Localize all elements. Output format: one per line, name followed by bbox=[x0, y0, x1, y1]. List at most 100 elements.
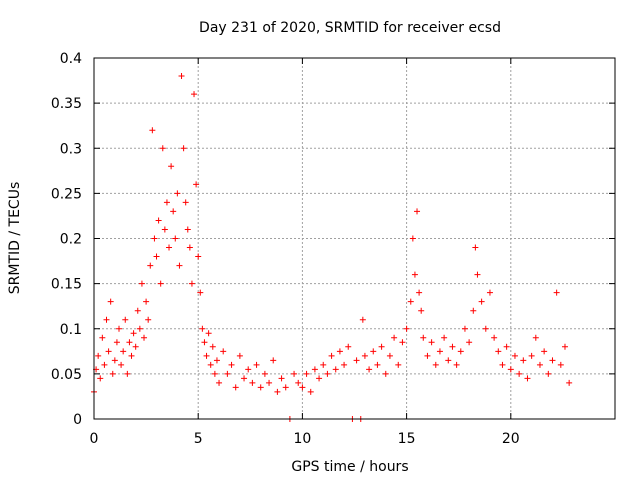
data-point bbox=[126, 339, 133, 346]
data-point bbox=[370, 348, 377, 355]
data-point bbox=[391, 334, 398, 341]
data-point bbox=[428, 339, 435, 346]
data-point bbox=[414, 208, 421, 215]
x-tick-label: 5 bbox=[194, 431, 203, 447]
data-point bbox=[197, 289, 204, 296]
data-point bbox=[188, 280, 195, 287]
data-point bbox=[341, 361, 348, 368]
data-point bbox=[266, 379, 273, 386]
data-point bbox=[176, 262, 183, 269]
data-point bbox=[195, 253, 202, 260]
data-point bbox=[359, 316, 366, 323]
data-point bbox=[353, 357, 360, 364]
data-point bbox=[407, 298, 414, 305]
data-point bbox=[316, 375, 323, 382]
data-point bbox=[461, 325, 468, 332]
data-point bbox=[153, 253, 160, 260]
data-point bbox=[178, 73, 185, 80]
data-point bbox=[545, 370, 552, 377]
y-tick-label: 0 bbox=[73, 412, 82, 428]
data-point bbox=[257, 384, 264, 391]
data-point bbox=[157, 280, 164, 287]
data-point bbox=[209, 343, 216, 350]
data-point bbox=[361, 352, 368, 359]
data-point bbox=[557, 361, 564, 368]
data-point bbox=[113, 339, 120, 346]
data-point bbox=[278, 375, 285, 382]
y-tick-label: 0.3 bbox=[60, 141, 82, 157]
data-point bbox=[303, 370, 310, 377]
y-tick-label: 0.2 bbox=[60, 232, 82, 248]
data-point bbox=[453, 361, 460, 368]
data-point bbox=[118, 361, 125, 368]
data-point bbox=[149, 127, 156, 134]
data-point bbox=[241, 375, 248, 382]
data-point bbox=[307, 388, 314, 395]
data-point bbox=[170, 208, 177, 215]
data-point bbox=[147, 262, 154, 269]
data-point bbox=[245, 366, 252, 373]
data-point bbox=[186, 244, 193, 251]
data-point bbox=[145, 316, 152, 323]
data-point bbox=[172, 235, 179, 242]
y-tick-label: 0.05 bbox=[51, 367, 82, 383]
data-point bbox=[328, 352, 335, 359]
data-point bbox=[299, 384, 306, 391]
data-point bbox=[403, 325, 410, 332]
data-point bbox=[541, 348, 548, 355]
y-axis-label: SRMTID / TECUs bbox=[7, 182, 23, 295]
data-point bbox=[105, 348, 112, 355]
x-tick-label: 20 bbox=[502, 431, 520, 447]
data-point bbox=[295, 379, 302, 386]
data-point bbox=[151, 235, 158, 242]
data-point bbox=[561, 343, 568, 350]
data-point bbox=[491, 334, 498, 341]
data-point bbox=[116, 325, 123, 332]
data-point bbox=[366, 366, 373, 373]
data-point bbox=[499, 361, 506, 368]
axis-ticks bbox=[93, 57, 615, 420]
data-point bbox=[103, 316, 110, 323]
data-point bbox=[228, 361, 235, 368]
data-point bbox=[436, 348, 443, 355]
data-point bbox=[457, 348, 464, 355]
data-point bbox=[107, 298, 114, 305]
x-tick-label: 15 bbox=[398, 431, 416, 447]
data-point bbox=[207, 361, 214, 368]
data-point bbox=[566, 379, 573, 386]
data-points bbox=[91, 73, 573, 422]
data-point bbox=[478, 298, 485, 305]
data-point bbox=[253, 361, 260, 368]
data-point bbox=[236, 352, 243, 359]
data-point bbox=[507, 366, 514, 373]
data-point bbox=[274, 388, 281, 395]
y-tick-label: 0.35 bbox=[51, 96, 82, 112]
data-point bbox=[495, 348, 502, 355]
data-point bbox=[122, 316, 129, 323]
data-point bbox=[466, 339, 473, 346]
y-tick-label: 0.15 bbox=[51, 277, 82, 293]
data-point bbox=[511, 352, 518, 359]
x-tick-label: 10 bbox=[293, 431, 311, 447]
data-point bbox=[449, 343, 456, 350]
data-point bbox=[399, 339, 406, 346]
data-point bbox=[138, 280, 145, 287]
data-point bbox=[486, 289, 493, 296]
data-point bbox=[199, 325, 206, 332]
data-point bbox=[270, 357, 277, 364]
data-point bbox=[136, 325, 143, 332]
data-point bbox=[395, 361, 402, 368]
data-point bbox=[420, 334, 427, 341]
data-point bbox=[378, 343, 385, 350]
data-point bbox=[553, 289, 560, 296]
data-point bbox=[261, 370, 268, 377]
data-point bbox=[128, 352, 135, 359]
data-point bbox=[332, 366, 339, 373]
data-point bbox=[211, 370, 218, 377]
data-point bbox=[124, 370, 131, 377]
data-point bbox=[418, 307, 425, 314]
data-point bbox=[411, 271, 418, 278]
data-point bbox=[324, 370, 331, 377]
data-point bbox=[191, 91, 198, 98]
data-point bbox=[336, 348, 343, 355]
